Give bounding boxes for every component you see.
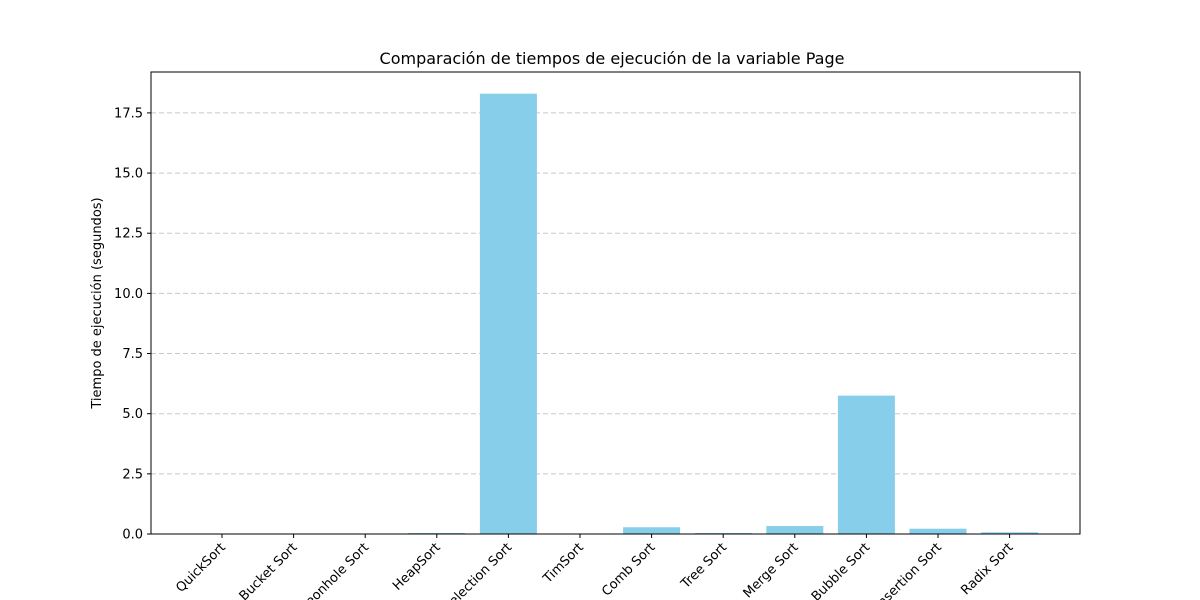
bars: [408, 93, 1039, 534]
y-axis-ticks: 0.0 2.5 5.0 7.5 10.0 12.5 15.0 17.5: [114, 106, 151, 543]
x-tick-label-pigeonhole-sort: Pigeonhole Sort: [289, 540, 372, 600]
y-tick-label: 2.5: [122, 467, 143, 482]
bar-insertion-sort: [909, 528, 967, 534]
y-tick-label: 12.5: [114, 227, 143, 242]
y-tick-label: 10.0: [114, 287, 143, 302]
bar-merge-sort: [766, 526, 824, 534]
chart-title: Comparación de tiempos de ejecución de l…: [380, 49, 845, 68]
y-tick-label: 7.5: [122, 347, 143, 362]
x-tick-label-comb-sort: Comb Sort: [599, 540, 658, 599]
y-tick-label: 15.0: [114, 167, 143, 182]
x-tick-label-bubble-sort: Bubble Sort: [809, 540, 873, 600]
y-tick-label: 17.5: [114, 106, 143, 121]
x-tick-label-tree-sort: Tree Sort: [678, 540, 730, 592]
x-tick-label-quicksort: QuickSort: [173, 540, 228, 595]
y-axis-label: Tiempo de ejecución (segundos): [90, 197, 105, 409]
x-tick-label-radix-sort: Radix Sort: [958, 540, 1016, 598]
x-tick-label-selection-sort: Selection Sort: [440, 540, 515, 600]
x-tick-label-timsort: TimSort: [540, 540, 587, 587]
grid-lines: [151, 112, 1080, 475]
bar-selection-sort: [479, 93, 537, 534]
bar-radix-sort: [981, 532, 1039, 534]
y-tick-label: 5.0: [122, 407, 143, 422]
bar-bubble-sort: [837, 395, 895, 534]
x-tick-label-heapsort: HeapSort: [390, 540, 443, 593]
y-tick-label: 0.0: [122, 528, 143, 543]
x-tick-label-insertion-sort: Insertion Sort: [872, 540, 945, 600]
x-tick-label-bucket-sort: Bucket Sort: [237, 540, 301, 600]
x-tick-label-merge-sort: Merge Sort: [741, 540, 802, 600]
bar-comb-sort: [623, 527, 681, 534]
plot-area-frame: [150, 71, 1081, 535]
